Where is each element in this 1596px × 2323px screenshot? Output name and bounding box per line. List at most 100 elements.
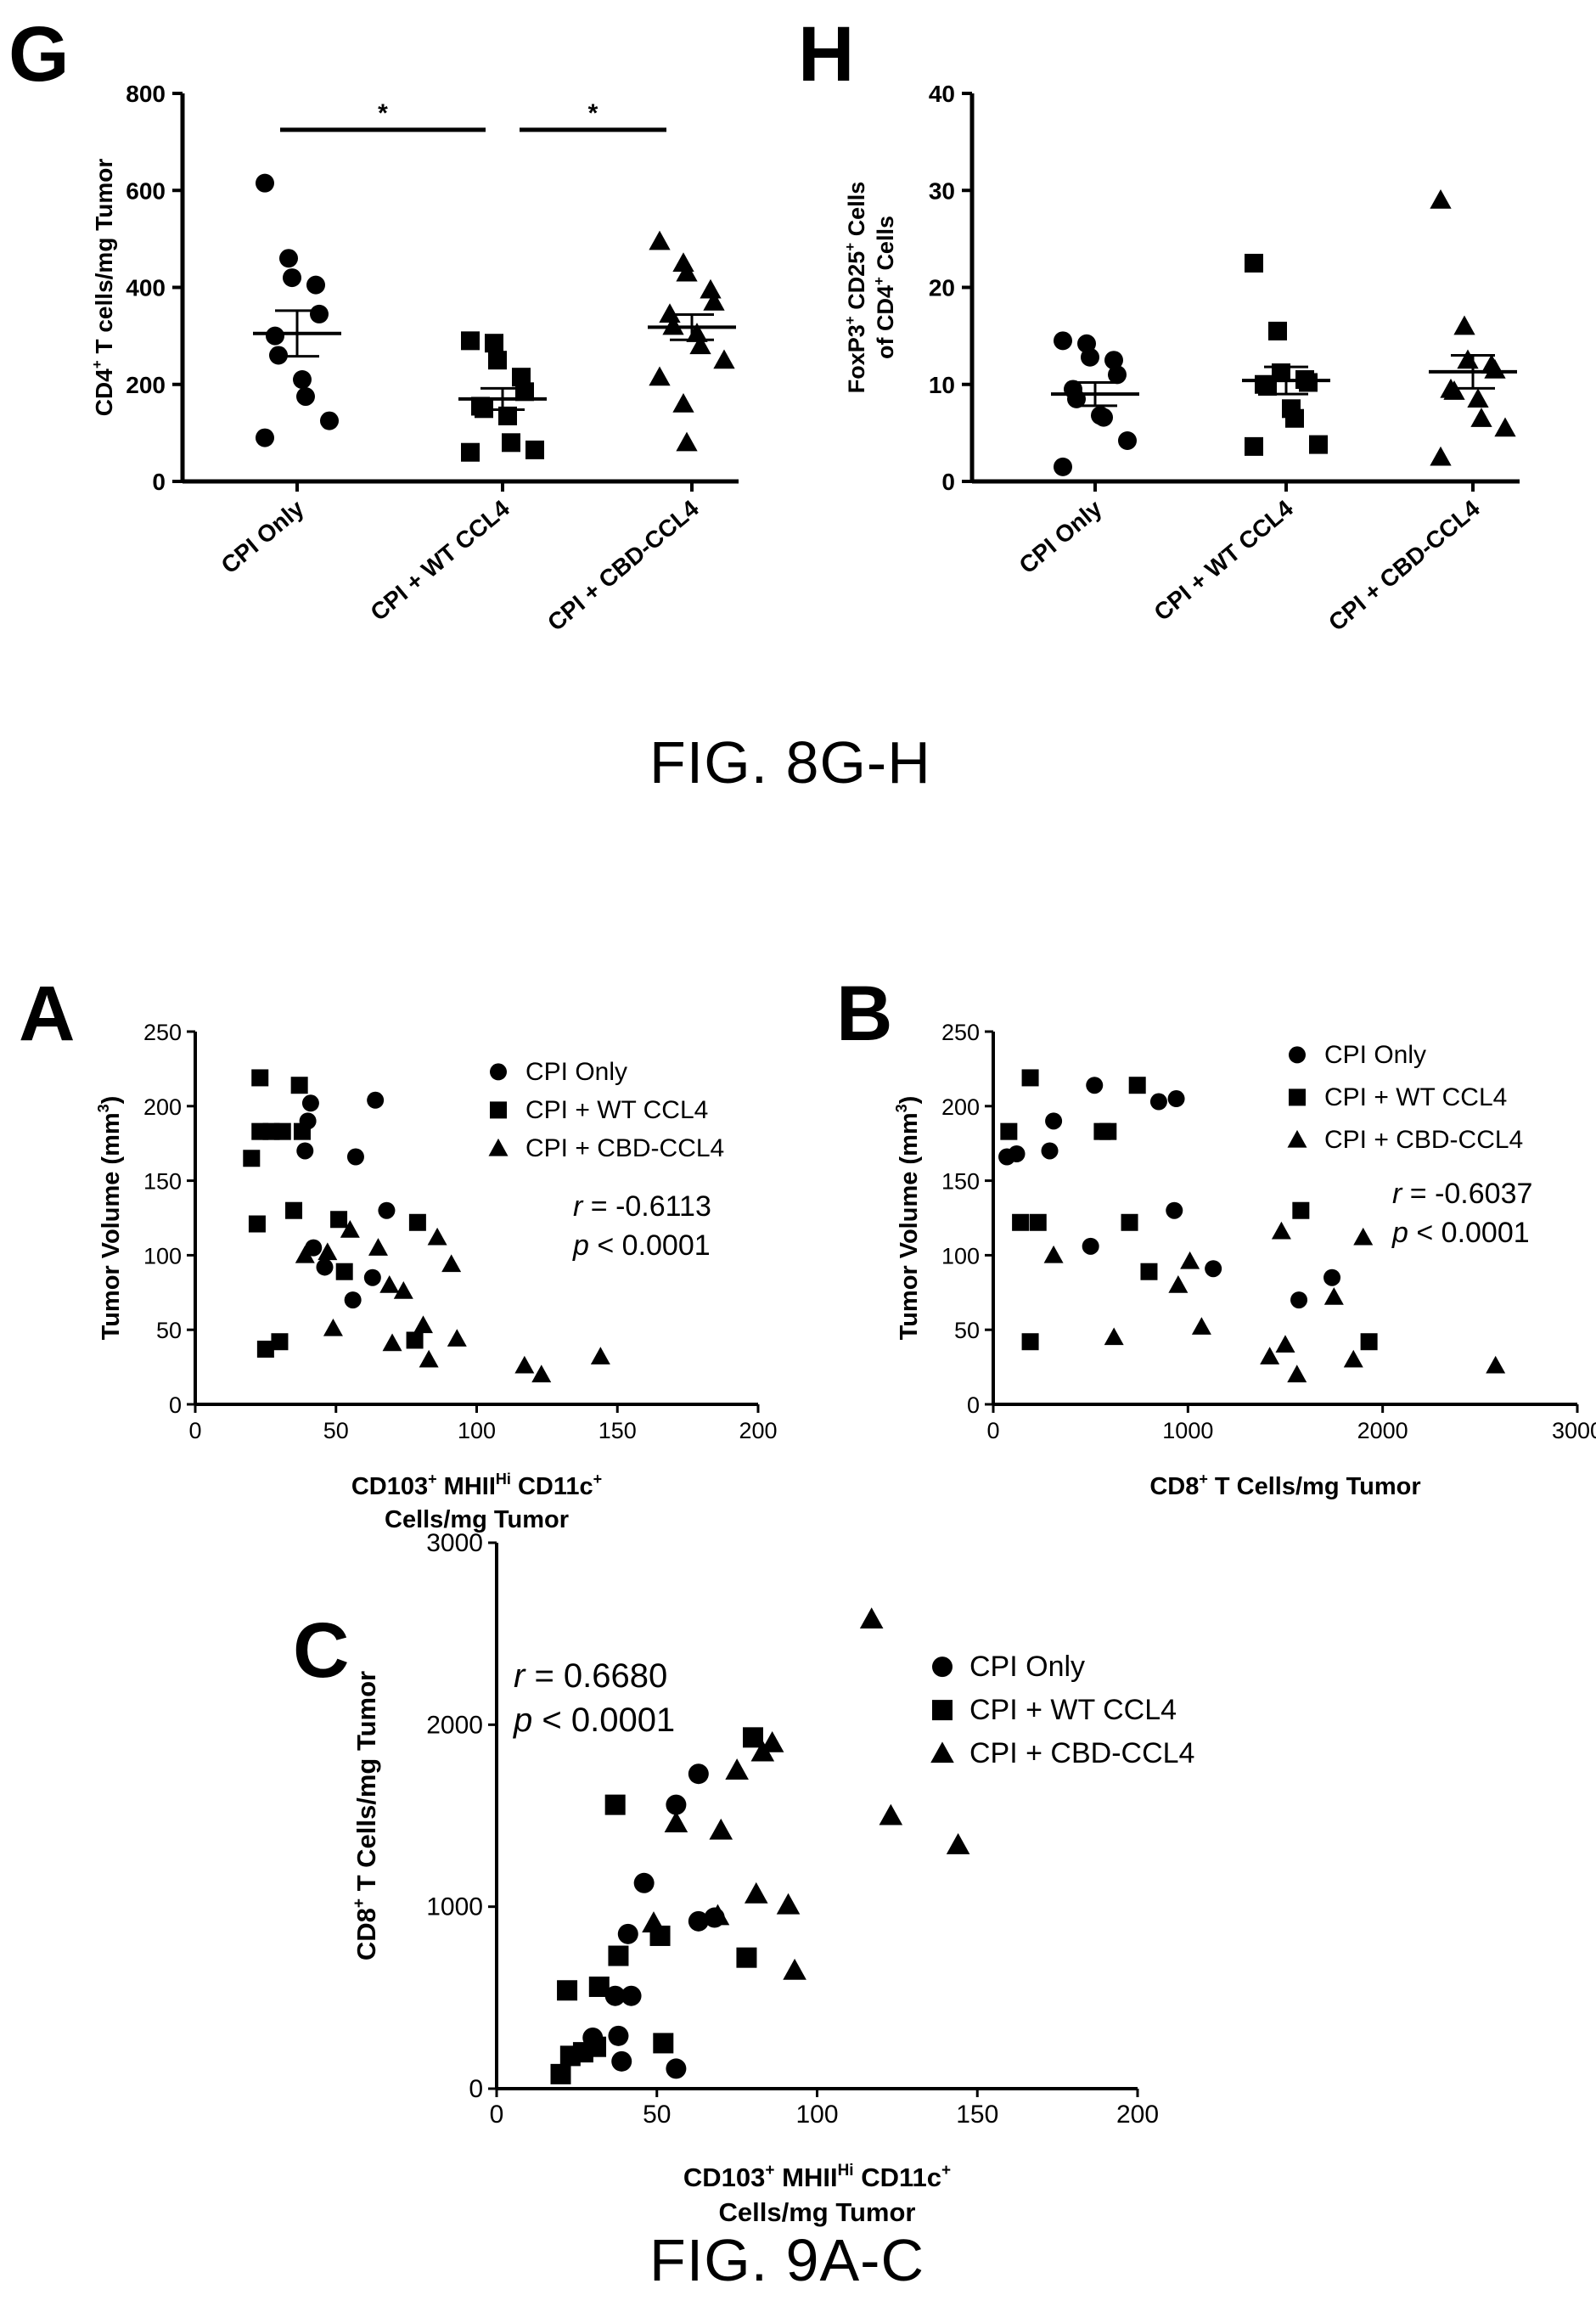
y-axis-label: CD4+ T cells/mg Tumor xyxy=(89,159,117,417)
data-point-triangle xyxy=(340,1220,360,1238)
x-tick-label: CPI + WT CCL4 xyxy=(1149,495,1298,627)
superscript: + xyxy=(351,1898,368,1908)
data-point-square xyxy=(485,334,503,353)
superscript: + xyxy=(941,2162,951,2180)
data-point-circle xyxy=(1094,408,1113,427)
data-point-triangle xyxy=(1168,1275,1189,1293)
data-point-triangle xyxy=(514,1355,535,1374)
panel-g: 0 200 400 600 800 CPI Only CPI + WT CCL4 CPI + … xyxy=(89,81,739,636)
label-part: ) xyxy=(98,1096,125,1105)
data-point-square xyxy=(498,406,517,425)
panel-h: 0 10 20 30 40 CPI Only CPI + WT CCL4 CPI + CBD-… xyxy=(842,81,1520,636)
data-point-circle xyxy=(617,1923,638,1944)
data-point-square xyxy=(653,2033,674,2054)
label-part: CD8 xyxy=(351,1908,381,1960)
data-point-square xyxy=(1245,436,1263,456)
x-tick-label: CPI + WT CCL4 xyxy=(365,495,514,627)
x-tick-label: CPI + CBD-CCL4 xyxy=(1323,495,1485,637)
data-point-circle xyxy=(1008,1145,1026,1162)
p-number: < 0.0001 xyxy=(1408,1217,1530,1249)
p-number: < 0.0001 xyxy=(589,1229,711,1262)
y-tick-label: 800 xyxy=(126,81,166,107)
x-tick-label: 200 xyxy=(1116,2101,1159,2129)
data-point-square xyxy=(550,2063,571,2084)
y-tick-label: 250 xyxy=(941,1020,980,1045)
legend-marker-triangle xyxy=(1287,1129,1307,1148)
data-point-triangle xyxy=(744,1881,768,1904)
data-point-circle xyxy=(1054,457,1072,476)
label-part: CD8 xyxy=(1149,1473,1199,1500)
label-part: CD25 xyxy=(844,251,869,317)
data-point-square xyxy=(408,1213,426,1231)
r-value: r = -0.6037 xyxy=(1392,1178,1532,1210)
data-point-triangle xyxy=(703,290,725,311)
r-symbol: r xyxy=(573,1190,584,1223)
data-point-triangle xyxy=(323,1318,343,1336)
significance-star: * xyxy=(378,99,388,127)
y-tick-label: 400 xyxy=(126,275,166,301)
data-point-triangle xyxy=(318,1242,338,1261)
y-tick-label: 100 xyxy=(143,1243,182,1268)
p-value: p < 0.0001 xyxy=(572,1229,711,1262)
data-point-triangle xyxy=(1260,1347,1280,1365)
y-tick-label: 0 xyxy=(469,2075,483,2103)
data-point-triangle xyxy=(419,1349,439,1368)
data-point-square xyxy=(243,1150,261,1167)
data-point-triangle xyxy=(776,1893,801,1915)
data-point-circle xyxy=(367,1091,385,1109)
data-point-triangle xyxy=(642,1911,666,1932)
data-point-circle xyxy=(306,275,325,295)
data-point-circle xyxy=(604,1985,626,2006)
legend-marker-circle xyxy=(490,1063,507,1081)
r-value: r = 0.6680 xyxy=(514,1657,667,1695)
data-point-circle xyxy=(1045,1112,1063,1130)
data-point-square xyxy=(1268,321,1287,340)
label-part: Tumor Volume (mm xyxy=(98,1112,125,1340)
x-tick-label: CPI + CBD-CCL4 xyxy=(542,495,704,637)
x-axis-label-line: Cells/mg Tumor xyxy=(719,2197,916,2227)
y-axis-label: Tumor Volume (mm3) xyxy=(95,1096,125,1341)
data-point-circle xyxy=(621,1985,642,2006)
data-point-triangle xyxy=(1486,1355,1506,1374)
data-point-square xyxy=(1021,1069,1039,1087)
x-tick-label: 150 xyxy=(598,1418,637,1443)
legend-label: CPI + WT CCL4 xyxy=(1324,1083,1507,1111)
data-point-triangle xyxy=(713,349,735,369)
data-point-square xyxy=(488,351,507,370)
data-point-triangle xyxy=(1323,1287,1344,1305)
significance-star: * xyxy=(588,99,598,127)
data-point-triangle xyxy=(689,335,711,355)
superscript: + xyxy=(89,360,105,368)
y-tick-label: 1000 xyxy=(426,1893,483,1921)
data-point-square xyxy=(515,382,534,402)
data-point-square xyxy=(1245,253,1263,273)
data-point-square xyxy=(736,1947,757,1968)
data-point-circle xyxy=(666,2058,687,2079)
data-point-triangle xyxy=(659,303,681,323)
x-tick-label: 0 xyxy=(986,1418,999,1443)
data-point-triangle xyxy=(1287,1364,1307,1383)
figure-caption-8gh: FIG. 8G-H xyxy=(649,729,931,796)
p-symbol: p xyxy=(513,1701,532,1739)
data-point-circle xyxy=(256,428,274,447)
data-point-circle xyxy=(346,1148,364,1166)
label-part: Cells/mg Tumor xyxy=(385,1506,569,1533)
data-point-square xyxy=(271,1333,289,1351)
data-point-circle xyxy=(1205,1260,1222,1278)
x-tick-label: 50 xyxy=(643,2101,671,2129)
legend-label: CPI + WT CCL4 xyxy=(969,1694,1177,1726)
data-point-triangle xyxy=(1443,380,1465,400)
data-point-circle xyxy=(316,1258,334,1276)
label-part: MHII xyxy=(437,1473,496,1500)
label-part: Cells/mg Tumor xyxy=(719,2197,916,2227)
label-part: ) xyxy=(896,1096,923,1105)
x-axis-label-line: CD103+ MHIIHi CD11c+ xyxy=(351,1471,602,1500)
legend-marker-square xyxy=(932,1700,953,1721)
y-axis-label-line: of CD4+ Cells xyxy=(871,216,898,359)
data-point-square xyxy=(1012,1213,1030,1231)
data-point-triangle xyxy=(649,230,671,250)
data-point-triangle xyxy=(705,1904,730,1926)
data-point-square xyxy=(1029,1213,1047,1231)
data-point-triangle xyxy=(1180,1251,1200,1269)
